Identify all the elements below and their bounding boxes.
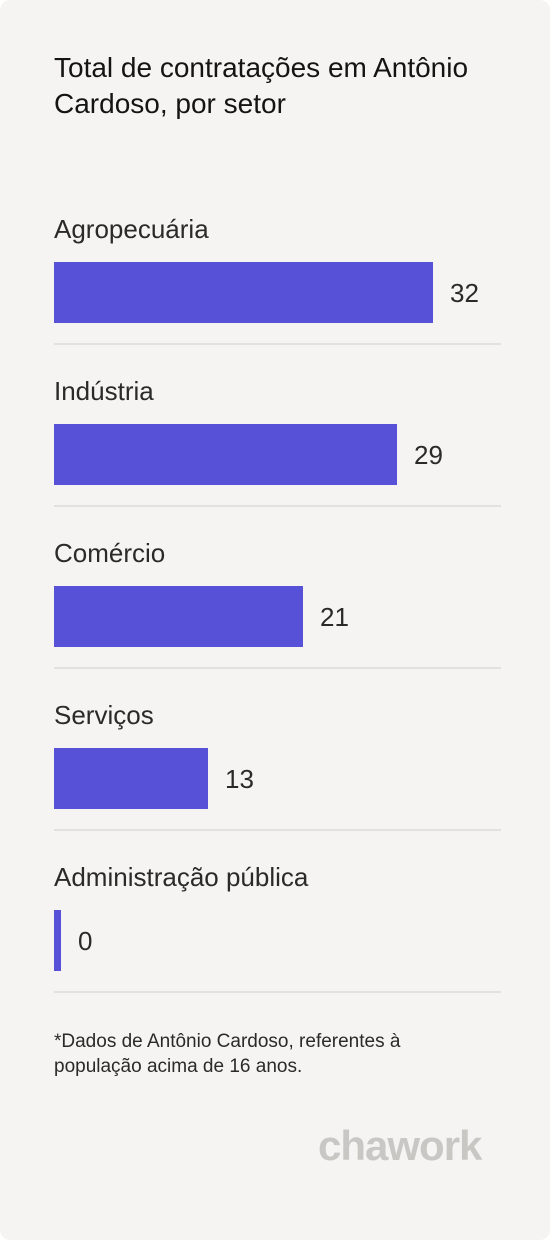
bar-row: Serviços 13 — [54, 686, 501, 848]
bar-row: Administração pública 0 — [54, 848, 501, 1010]
category-label: Agropecuária — [54, 214, 209, 244]
footnote: *Dados de Antônio Cardoso, referentes à … — [54, 1031, 401, 1077]
value-label: 0 — [78, 926, 93, 956]
bar — [54, 262, 433, 323]
value-label: 21 — [320, 602, 349, 632]
row-divider — [54, 667, 501, 669]
value-label: 13 — [225, 764, 254, 794]
value-label: 29 — [414, 440, 443, 470]
row-divider — [54, 829, 501, 831]
bar-row: Agropecuária 32 — [54, 200, 501, 362]
category-label: Indústria — [54, 376, 154, 406]
bar — [54, 424, 397, 485]
bar-row: Comércio 21 — [54, 524, 501, 686]
value-label: 32 — [450, 278, 479, 308]
row-divider — [54, 343, 501, 345]
chart-title: Total de contratações em Antônio Cardoso… — [54, 52, 469, 119]
logo-wordmark: chawork — [318, 1122, 483, 1169]
bar-row: Indústria 29 — [54, 362, 501, 524]
bar-chart: Agropecuária 32 Indústria 29 Comércio 21 Servi… — [54, 200, 501, 1010]
category-label: Serviços — [54, 700, 154, 730]
chawork-logo: chawork — [318, 1122, 484, 1169]
row-divider — [54, 991, 501, 993]
bar — [54, 586, 303, 647]
bar — [54, 748, 208, 809]
bar — [54, 910, 61, 971]
category-label: Administração pública — [54, 862, 309, 892]
row-divider — [54, 505, 501, 507]
category-label: Comércio — [54, 538, 166, 568]
